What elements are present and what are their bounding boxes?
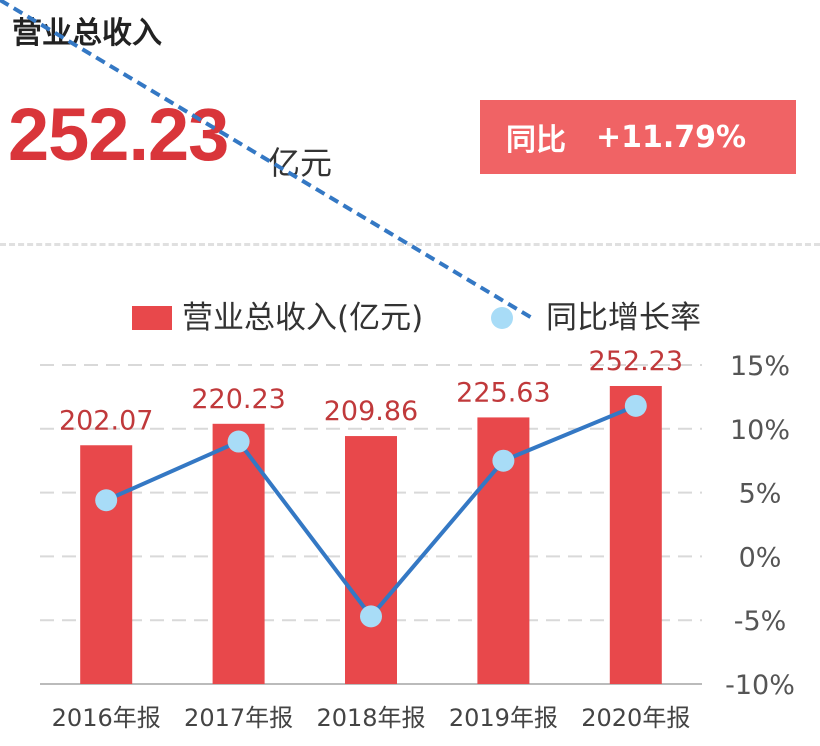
x-tick-label: 2016年报: [52, 704, 161, 732]
bar: [80, 445, 133, 684]
growth-point: [227, 430, 250, 453]
divider: [0, 243, 820, 246]
legend-line-swatch: [0, 0, 534, 320]
x-tick-label: 2017年报: [184, 704, 293, 732]
bar: [345, 436, 397, 684]
x-tick-label: 2020年报: [581, 704, 690, 732]
bar-labels: 202.07 220.23 209.86 225.63 252.23: [59, 346, 683, 436]
yoy-label: 同比: [506, 123, 566, 158]
bar-value-label: 220.23: [191, 384, 285, 415]
right-axis: 15% 10% 5% 0% -5% -10%: [725, 351, 795, 701]
bar-value-label: 252.23: [589, 346, 683, 377]
bar-value-label: 225.63: [456, 377, 550, 408]
bar-value-label: 202.07: [59, 405, 153, 436]
legend-bar-swatch: [132, 306, 172, 330]
right-tick-label: -10%: [725, 670, 795, 701]
revenue-unit: 亿元: [268, 144, 333, 182]
growth-line: [95, 394, 647, 628]
chart-legend: 营业总收入(亿元) 同比增长率: [0, 0, 701, 336]
revenue-value: 252.23: [8, 93, 229, 176]
x-tick-label: 2019年报: [449, 704, 558, 732]
legend-line-label: 同比增长率: [546, 300, 701, 336]
growth-point: [95, 489, 118, 512]
growth-point: [624, 394, 647, 417]
bar: [609, 385, 662, 684]
yoy-value: +11.79%: [596, 119, 747, 155]
legend-bar-label: 营业总收入(亿元): [182, 300, 423, 336]
x-tick-label: 2018年报: [316, 704, 425, 732]
growth-point: [492, 449, 515, 472]
right-tick-label: 15%: [730, 351, 790, 382]
bar-value-label: 209.86: [324, 396, 418, 427]
right-tick-label: 10%: [730, 415, 790, 446]
growth-point: [360, 605, 382, 628]
right-tick-label: 0%: [739, 542, 782, 573]
right-tick-label: -5%: [734, 606, 787, 637]
right-tick-label: 5%: [739, 479, 782, 510]
bars: [80, 385, 662, 684]
legend-line-marker: [491, 307, 513, 329]
yoy-badge: 同比 +11.79%: [480, 100, 796, 174]
x-axis: 2016年报 2017年报 2018年报 2019年报 2020年报: [52, 704, 691, 732]
page-title: 营业总收入: [12, 16, 162, 51]
